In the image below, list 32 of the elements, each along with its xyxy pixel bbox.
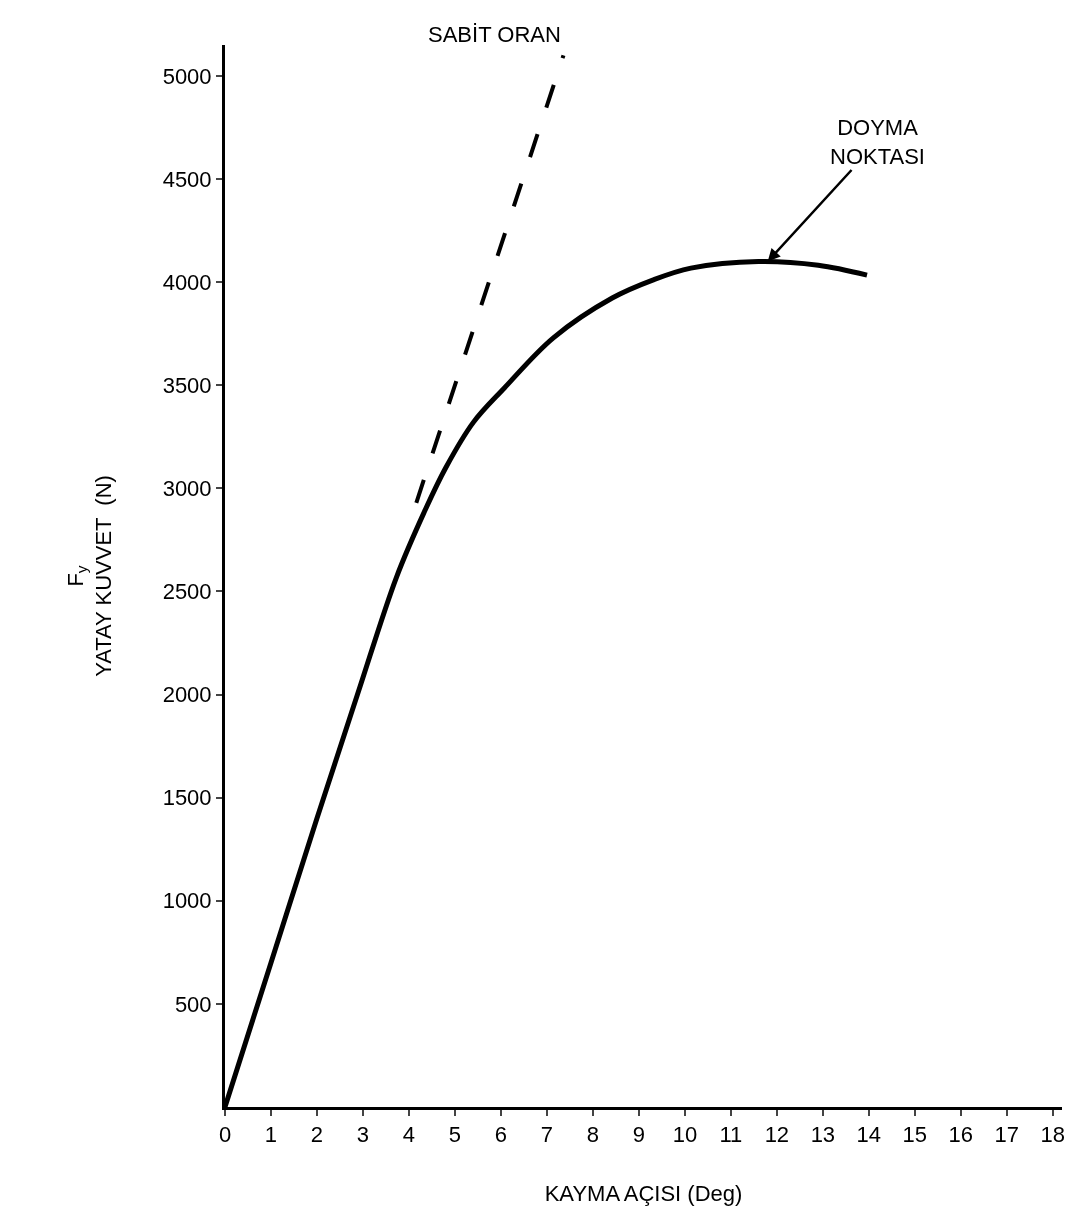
x-tick-label: 1 [264, 1122, 278, 1148]
y-tick-label: 2500 [162, 579, 212, 605]
x-tick-label: 8 [586, 1122, 600, 1148]
annotation: SABİT ORAN [428, 22, 561, 47]
y-tick-label: 4500 [162, 166, 212, 192]
y-tick-label: 3500 [162, 372, 212, 398]
y-tick-label: 3000 [162, 476, 212, 502]
x-axis-title: KAYMA AÇISI (Deg) [544, 1181, 743, 1207]
x-tick-label: 6 [494, 1122, 508, 1148]
y-tick-label: 1000 [162, 888, 212, 914]
x-tick-label: 11 [719, 1122, 743, 1148]
y-tick-label: 4000 [162, 269, 212, 295]
x-tick-label: 7 [540, 1122, 554, 1148]
x-tick-label: 14 [856, 1122, 882, 1148]
x-tick-label: 4 [402, 1122, 416, 1148]
y-tick-label: 5000 [162, 63, 212, 89]
x-tick-label: 2 [310, 1122, 324, 1148]
x-tick-label: 13 [810, 1122, 836, 1148]
x-tick-label: 5 [448, 1122, 462, 1148]
x-tick-label: 0 [218, 1122, 232, 1148]
x-tick-label: 15 [902, 1122, 928, 1148]
x-tick-label: 10 [672, 1122, 698, 1148]
x-tick-label: 3 [356, 1122, 370, 1148]
x-tick-label: 18 [1040, 1122, 1066, 1148]
annotation: DOYMA NOKTASI [830, 115, 925, 169]
x-tick-label: 12 [764, 1122, 790, 1148]
y-tick-label: 1500 [162, 785, 212, 811]
x-tick-label: 17 [994, 1122, 1020, 1148]
y-tick-label: 2000 [162, 682, 212, 708]
y-tick-label: 500 [174, 991, 212, 1017]
x-tick-label: 9 [632, 1122, 646, 1148]
x-tick-label: 16 [948, 1122, 974, 1148]
